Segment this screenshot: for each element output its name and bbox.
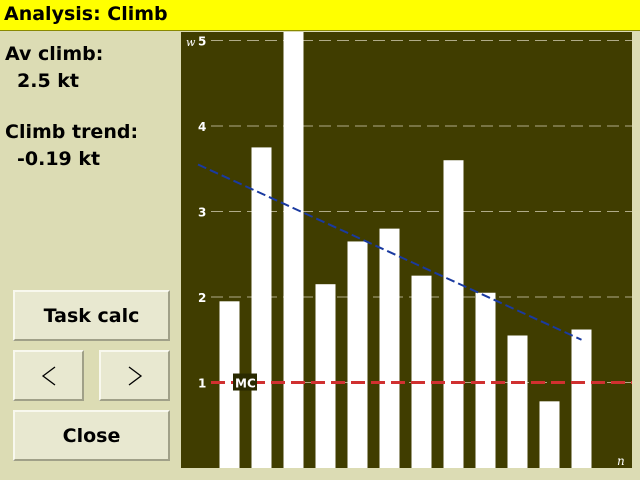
y-tick-label: 1 xyxy=(198,377,206,391)
plot-background xyxy=(181,32,632,468)
bar xyxy=(283,32,304,468)
previous-button[interactable] xyxy=(13,350,84,401)
mc-label: MC xyxy=(235,377,256,391)
av-climb-value: 2.5 kt xyxy=(17,70,79,92)
y-tick-label: 2 xyxy=(198,291,206,305)
bar xyxy=(475,292,496,468)
chevron-right-icon xyxy=(126,365,144,387)
y-axis-label: w xyxy=(186,36,196,49)
x-axis-label: n xyxy=(617,454,625,468)
bar xyxy=(571,329,592,468)
bar xyxy=(251,147,272,468)
next-button[interactable] xyxy=(99,350,170,401)
bar xyxy=(347,241,368,468)
bar xyxy=(539,401,560,468)
chevron-left-icon xyxy=(40,365,58,387)
bar xyxy=(507,335,528,468)
climb-chart: 1 2 3 4 5w n MC xyxy=(181,32,632,468)
title-bar: Analysis: Climb xyxy=(0,0,640,31)
close-button[interactable]: Close xyxy=(13,410,170,461)
y-tick-label: 3 xyxy=(198,206,206,220)
window-title: Analysis: Climb xyxy=(4,3,168,25)
bar xyxy=(443,160,464,468)
task-calc-label: Task calc xyxy=(43,304,140,327)
mc-label-bg xyxy=(233,373,257,391)
task-calc-button[interactable]: Task calc xyxy=(13,290,170,341)
y-tick-label: 4 xyxy=(198,120,206,134)
bar xyxy=(379,228,400,468)
climb-trend-value: -0.19 kt xyxy=(17,148,101,170)
trend-line xyxy=(197,163,582,341)
close-label: Close xyxy=(62,424,121,447)
y-tick-label: 5 xyxy=(198,35,206,49)
bar xyxy=(315,284,336,468)
bar xyxy=(219,301,240,468)
av-climb-label: Av climb: xyxy=(5,43,104,65)
bar xyxy=(411,275,432,468)
climb-trend-label: Climb trend: xyxy=(5,121,139,143)
